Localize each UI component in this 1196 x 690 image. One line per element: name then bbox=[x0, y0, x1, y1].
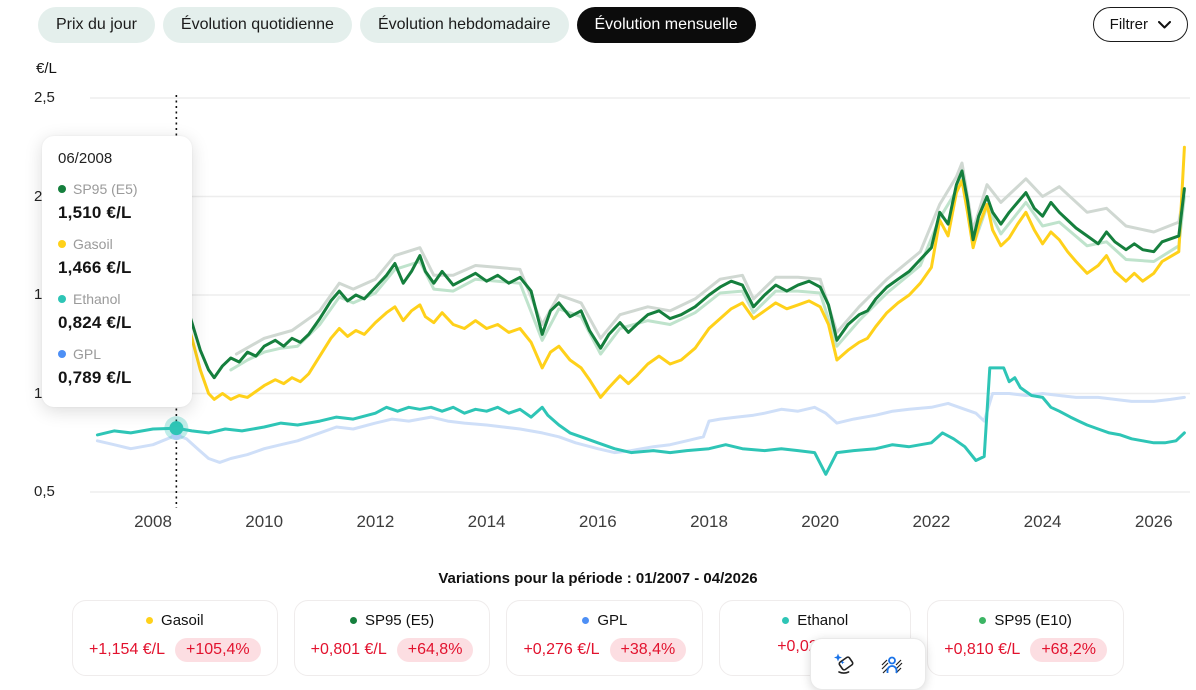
card-series-name: GPL bbox=[597, 612, 628, 629]
marker-dot-ethanol bbox=[169, 421, 184, 436]
series-sp95e5 bbox=[95, 169, 1186, 380]
card-delta-value: +0,810 €/L bbox=[944, 641, 1021, 658]
tooltip-item-ethanol: Ethanol 0,824 €/L bbox=[58, 291, 176, 333]
card-delta-value: +0,276 €/L bbox=[523, 641, 600, 658]
variations-caption: Variations pour la période : 01/2007 - 0… bbox=[438, 570, 758, 587]
series-color-dot bbox=[58, 185, 66, 193]
tooltip-series-value: 1,510 €/L bbox=[58, 203, 132, 222]
y-tick-label: 2,5 bbox=[34, 89, 55, 106]
y-tick-label: 2 bbox=[34, 187, 43, 205]
tooltip-item-sp95-e5: SP95 (E5) 1,510 €/L bbox=[58, 181, 176, 223]
x-tick-label: 2026 bbox=[1134, 512, 1173, 531]
x-tick-label: 2012 bbox=[356, 512, 395, 531]
tooltip-date: 06/2008 bbox=[58, 150, 113, 167]
tooltip-item-gpl: GPL 0,789 €/L bbox=[58, 346, 176, 388]
tab-evolution-mensuelle[interactable]: Évolution mensuelle bbox=[576, 7, 756, 43]
series-color-dot bbox=[979, 617, 987, 624]
variation-card-sp95-e5[interactable]: SP95 (E5) +0,801 €/L +64,8% bbox=[293, 600, 491, 676]
period-tabbar: Prix du jour Évolution quotidienne Évoluti… bbox=[38, 7, 756, 43]
variation-card-sp95-e10[interactable]: SP95 (E10) +0,810 €/L +68,2% bbox=[927, 600, 1125, 676]
series-color-dot bbox=[782, 617, 790, 624]
tooltip-item-gasoil: Gasoil 1,466 €/L bbox=[58, 236, 176, 278]
card-percent-badge: +68,2% bbox=[1030, 638, 1108, 662]
variation-card-gasoil[interactable]: Gasoil +1,154 €/L +105,4% bbox=[71, 600, 278, 676]
series-serie-grise bbox=[234, 161, 1186, 356]
y-tick-label: 1 bbox=[34, 384, 43, 402]
tooltip-series-value: 1,466 €/L bbox=[58, 258, 132, 277]
tooltip-series-value: 0,789 €/L bbox=[58, 368, 132, 387]
x-tick-label: 2016 bbox=[578, 512, 617, 531]
tab-evolution-quotidienne[interactable]: Évolution quotidienne bbox=[162, 7, 352, 43]
series-color-dot bbox=[349, 617, 357, 624]
variation-card-gpl[interactable]: GPL +0,276 €/L +38,4% bbox=[506, 600, 704, 676]
chart-tooltip: 06/2008 SP95 (E5) 1,510 €/L Gasoil 1,466 €/… bbox=[42, 136, 192, 407]
y-tick-label: 0,5 bbox=[34, 483, 55, 500]
x-tick-label: 2010 bbox=[245, 512, 284, 531]
card-percent-badge: +38,4% bbox=[609, 638, 687, 662]
tab-evolution-hebdomadaire[interactable]: Évolution hebdomadaire bbox=[359, 7, 569, 43]
x-tick-label: 2024 bbox=[1023, 512, 1062, 531]
x-tick-label: 2018 bbox=[690, 512, 728, 531]
tab-prix-du-jour[interactable]: Prix du jour bbox=[38, 7, 155, 43]
x-tick-label: 2008 bbox=[134, 512, 172, 531]
series-color-dot bbox=[58, 350, 66, 358]
x-tick-label: 2020 bbox=[801, 512, 840, 531]
series-color-dot bbox=[58, 240, 66, 248]
tooltip-series-value: 0,824 €/L bbox=[58, 313, 132, 332]
y-axis-unit: €/L bbox=[36, 60, 57, 77]
selection-mini-toolbar bbox=[810, 638, 926, 690]
x-tick-label: 2022 bbox=[912, 512, 951, 531]
tooltip-series-name: Gasoil bbox=[73, 236, 113, 252]
reader-person-icon[interactable] bbox=[880, 652, 904, 676]
card-series-name: Ethanol bbox=[797, 612, 849, 629]
series-ethanol bbox=[95, 366, 1186, 476]
tooltip-series-name: GPL bbox=[73, 346, 102, 362]
series-gpl bbox=[95, 392, 1186, 464]
filter-button-label: Filtrer bbox=[1109, 16, 1148, 33]
card-delta-value: +0,801 €/L bbox=[310, 641, 387, 658]
series-gasoil bbox=[95, 145, 1186, 401]
series-color-dot bbox=[58, 295, 66, 303]
erase-sparkle-icon[interactable] bbox=[832, 652, 856, 676]
card-percent-badge: +64,8% bbox=[396, 638, 474, 662]
series-color-dot bbox=[582, 617, 590, 624]
variation-cards-row: Gasoil +1,154 €/L +105,4% SP95 (E5) +0,801 €… bbox=[0, 600, 1196, 676]
card-series-name: SP95 (E5) bbox=[364, 612, 435, 629]
tooltip-series-name: Ethanol bbox=[73, 291, 121, 307]
card-percent-badge: +105,4% bbox=[175, 638, 261, 662]
card-series-name: SP95 (E10) bbox=[994, 612, 1072, 629]
x-tick-label: 2014 bbox=[467, 512, 506, 531]
card-delta-value: +1,154 €/L bbox=[88, 641, 166, 658]
tooltip-series-name: SP95 (E5) bbox=[73, 181, 138, 197]
filter-button[interactable]: Filtrer bbox=[1092, 7, 1188, 42]
chevron-down-icon bbox=[1158, 20, 1171, 28]
series-sp95e10 bbox=[229, 175, 1186, 372]
series-color-dot bbox=[146, 617, 154, 624]
card-series-name: Gasoil bbox=[161, 612, 204, 629]
